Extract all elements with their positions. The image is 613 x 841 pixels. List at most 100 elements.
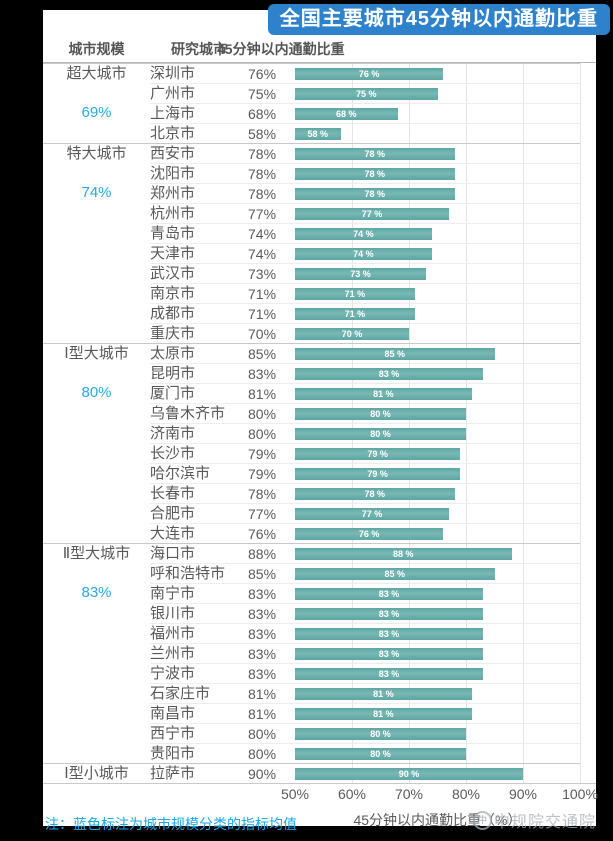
group-scale-spacer xyxy=(43,483,150,503)
city-name: 宁波市 xyxy=(150,663,248,683)
table-row: 昆明市 83% 83 % xyxy=(43,363,596,383)
bar-value-label: 74 % xyxy=(353,229,374,239)
city-value: 78% xyxy=(248,143,295,163)
bar: 80 % xyxy=(295,728,466,740)
group-scale-spacer xyxy=(43,643,150,663)
group-scale-spacer xyxy=(43,743,150,763)
table-row: 银川市 83% 83 % xyxy=(43,603,596,623)
bar-value-label: 83 % xyxy=(378,369,400,379)
city-name: 长春市 xyxy=(150,483,248,503)
bar: 74 % xyxy=(295,248,432,260)
bar-value-label: 73 % xyxy=(350,269,371,279)
city-name: 广州市 xyxy=(150,83,248,103)
bar-cell: 78 % xyxy=(295,143,580,163)
bar-value-label: 80 % xyxy=(370,729,391,739)
bar: 76 % xyxy=(295,528,444,540)
city-value: 76% xyxy=(248,523,295,543)
bar-cell: 80 % xyxy=(295,403,580,423)
group-scale-spacer xyxy=(43,123,150,143)
note-text: 注：蓝色标注为城市规模分类的指标均值 xyxy=(45,816,297,832)
group-scale-spacer xyxy=(43,563,150,583)
city-name: 成都市 xyxy=(150,303,248,323)
city-value: 83% xyxy=(248,623,295,643)
bar: 76 % xyxy=(295,68,444,80)
bar: 74 % xyxy=(295,228,432,240)
group-mean-value: 69% xyxy=(81,104,112,121)
group-scale-spacer xyxy=(43,303,150,323)
bar-cell: 77 % xyxy=(295,203,580,223)
bar-value-label: 83 % xyxy=(378,669,400,679)
bar: 78 % xyxy=(295,188,455,200)
x-tick-label: 70% xyxy=(394,786,424,802)
group-scale-spacer xyxy=(43,223,150,243)
bar-value-label: 83 % xyxy=(378,629,400,639)
city-value: 90% xyxy=(248,763,295,783)
city-value: 80% xyxy=(248,723,295,743)
city-value: 80% xyxy=(248,403,295,423)
bar-value-label: 90 % xyxy=(398,769,420,779)
group-mean-value: 74% xyxy=(81,184,112,201)
table-row: 特大城市 西安市 78% 78 % xyxy=(43,143,596,163)
group-scale-label: Ⅰ型大城市 xyxy=(43,343,150,363)
city-value: 81% xyxy=(248,703,295,723)
bar-value-label: 58 % xyxy=(307,129,329,139)
group-scale-spacer xyxy=(43,323,150,343)
bar: 71 % xyxy=(295,288,415,300)
city-name: 合肥市 xyxy=(150,503,248,523)
bar: 77 % xyxy=(295,208,449,220)
bar-cell: 68 % xyxy=(295,103,580,123)
bar: 79 % xyxy=(295,468,461,480)
x-tick-label: 60% xyxy=(337,786,367,802)
city-name: 哈尔滨市 xyxy=(150,463,248,483)
city-name: 海口市 xyxy=(150,543,248,563)
column-header-scale: 城市规模 xyxy=(68,41,125,57)
bar: 85 % xyxy=(295,348,495,360)
x-tick-label: 80% xyxy=(451,786,481,802)
bar-value-label: 83 % xyxy=(378,589,400,599)
bar-cell: 78 % xyxy=(295,483,580,503)
city-value: 78% xyxy=(248,483,295,503)
group-scale-spacer xyxy=(43,503,150,523)
group-scale-label: 超大城市 xyxy=(43,63,150,83)
bar-value-label: 78 % xyxy=(364,169,386,179)
city-name: 乌鲁木齐市 xyxy=(150,403,248,423)
city-name: 郑州市 xyxy=(150,183,248,203)
bar-cell: 76 % xyxy=(295,63,580,83)
bar: 70 % xyxy=(295,328,409,340)
bar-value-label: 70 % xyxy=(341,329,363,339)
bar-value-label: 83 % xyxy=(378,609,400,619)
table-row: 青岛市 74% 74 % xyxy=(43,223,596,243)
group-scale-spacer xyxy=(43,523,150,543)
bar: 81 % xyxy=(295,388,472,400)
table-row: 大连市 76% 76 % xyxy=(43,523,596,543)
bar: 81 % xyxy=(295,708,472,720)
city-value: 81% xyxy=(248,683,295,703)
city-value: 75% xyxy=(248,83,295,103)
bar-cell: 83 % xyxy=(295,603,580,623)
table-row: 贵阳市 80% 80 % xyxy=(43,743,596,763)
bar-value-label: 85 % xyxy=(384,349,405,359)
bar: 88 % xyxy=(295,548,512,560)
table-row: 哈尔滨市 79% 79 % xyxy=(43,463,596,483)
table-row: 超大城市 深圳市 76% 76 % xyxy=(43,63,596,83)
bar-value-label: 78 % xyxy=(364,489,386,499)
group-scale-spacer xyxy=(43,683,150,703)
watermark-text: 中规院交通院 xyxy=(493,814,596,831)
bar-cell: 73 % xyxy=(295,263,580,283)
watermark: 中 中规院交通院 xyxy=(472,808,596,832)
city-name: 兰州市 xyxy=(150,643,248,663)
bar-cell: 85 % xyxy=(295,343,580,363)
table-row: 宁波市 83% 83 % xyxy=(43,663,596,683)
table-row: 重庆市 70% 70 % xyxy=(43,323,596,343)
chart-rows: 超大城市 深圳市 76% 76 % 广州市 75% 75 % 69% 上海市 68% 68 % 北京市… xyxy=(43,62,596,784)
group-scale-spacer xyxy=(43,243,150,263)
city-name: 呼和浩特市 xyxy=(150,563,248,583)
city-value: 85% xyxy=(248,343,295,363)
city-value: 76% xyxy=(248,63,295,83)
group-scale-spacer xyxy=(43,283,150,303)
bar-value-label: 83 % xyxy=(378,649,400,659)
group-scale-spacer xyxy=(43,703,150,723)
city-value: 58% xyxy=(248,123,295,143)
group-scale-label: 特大城市 xyxy=(43,143,150,163)
table-row: 杭州市 77% 77 % xyxy=(43,203,596,223)
